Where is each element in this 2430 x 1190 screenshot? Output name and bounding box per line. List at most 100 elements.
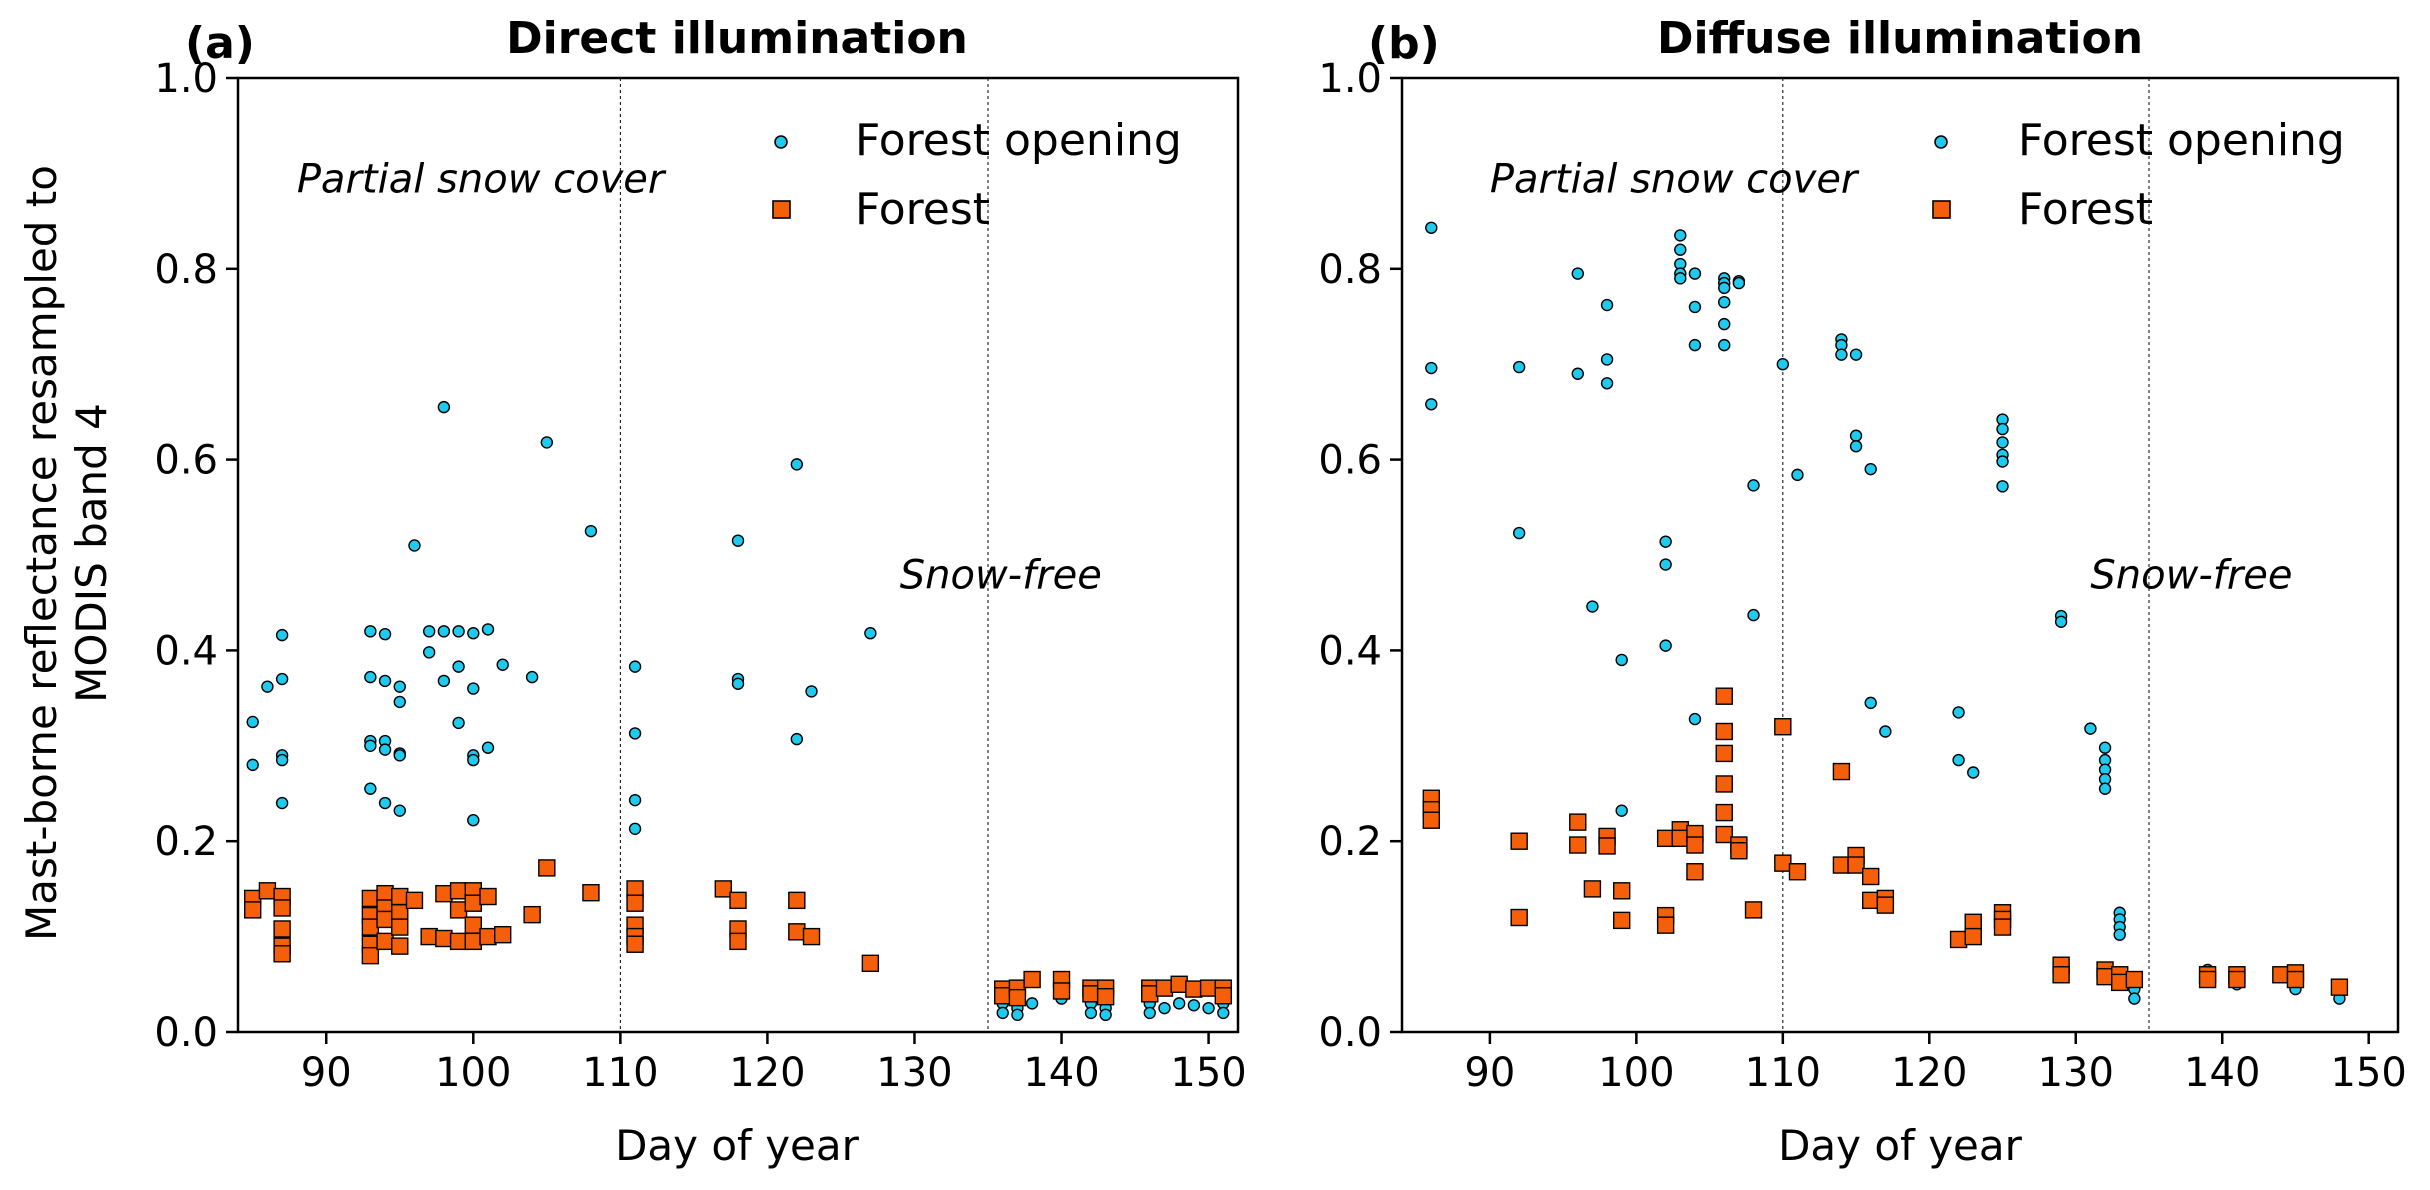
data-point	[628, 793, 642, 807]
plot-frame	[1400, 76, 2400, 1034]
data-point	[1025, 997, 1039, 1010]
data-point	[1864, 462, 1877, 476]
data-point	[376, 884, 394, 903]
chart-title: Diffuse illumination	[1657, 13, 2143, 64]
data-point	[788, 891, 806, 910]
data-point	[1744, 901, 1763, 919]
x-tick-label: 150	[2331, 1050, 2407, 1096]
data-point	[628, 660, 642, 673]
y-tick-label: 0.4	[1318, 628, 1382, 674]
data-point	[1099, 1008, 1112, 1022]
data-point	[731, 534, 745, 547]
data-point	[420, 927, 438, 946]
data-point	[1615, 653, 1628, 667]
data-point	[731, 677, 745, 690]
data-point	[1172, 997, 1186, 1010]
x-tick-label: 100	[1598, 1050, 1674, 1096]
data-point	[452, 625, 465, 638]
data-point	[467, 753, 480, 767]
data-point	[582, 884, 600, 902]
annotation-partial-snow-cover: Partial snow cover	[297, 156, 667, 202]
data-point	[1876, 896, 1895, 914]
data-point	[626, 935, 644, 953]
data-point	[378, 743, 392, 756]
data-point	[1569, 813, 1587, 831]
data-point	[2330, 978, 2349, 996]
data-point	[1158, 1001, 1171, 1015]
data-point	[1747, 608, 1760, 622]
data-point	[393, 749, 406, 762]
data-point	[805, 685, 818, 698]
x-tick-label: 90	[1464, 1050, 1515, 1096]
data-point	[464, 894, 482, 912]
data-point	[1199, 979, 1218, 997]
data-point	[788, 923, 806, 941]
x-tick-label: 110	[582, 1050, 658, 1096]
data-point	[1023, 970, 1041, 989]
data-point	[1512, 360, 1526, 374]
y-tick-label: 0.2	[154, 819, 218, 865]
legend-marker-forest-opening	[1934, 135, 1948, 149]
data-point	[378, 674, 392, 688]
data-point	[1571, 367, 1584, 380]
y-tick-label: 1.0	[154, 56, 218, 102]
data-point	[364, 739, 377, 752]
data-point	[246, 715, 259, 729]
data-point	[790, 732, 804, 746]
data-point	[626, 880, 644, 898]
data-point	[1214, 987, 1232, 1005]
data-point	[449, 901, 468, 919]
x-tick-label: 100	[435, 1050, 511, 1096]
data-point	[1674, 229, 1687, 242]
data-point	[1732, 276, 1746, 290]
data-point	[2096, 967, 2114, 986]
legend-marker-forest-opening	[774, 135, 788, 149]
data-point	[393, 680, 406, 693]
x-tick-label: 140	[1023, 1050, 1099, 1096]
annotation-snow-free: Snow-free	[2090, 552, 2292, 598]
data-point	[2111, 973, 2129, 992]
data-point	[1715, 687, 1733, 705]
data-point	[1993, 918, 2012, 936]
data-point	[437, 674, 451, 688]
data-point	[861, 954, 880, 973]
data-point	[481, 741, 495, 754]
data-point	[626, 894, 644, 912]
data-point	[1011, 1008, 1024, 1022]
data-point	[435, 929, 453, 948]
data-point	[1849, 429, 1863, 442]
data-point	[538, 859, 556, 877]
data-point	[1659, 535, 1672, 548]
data-point	[1422, 811, 1440, 829]
data-point	[2098, 782, 2112, 795]
data-point	[467, 682, 480, 695]
data-point	[1788, 863, 1807, 881]
data-point	[1964, 913, 1982, 931]
x-tick-label: 120	[729, 1050, 805, 1096]
data-point	[376, 932, 394, 951]
annotation-partial-snow-cover: Partial snow cover	[1490, 156, 1860, 202]
data-point	[1615, 804, 1628, 817]
data-point	[628, 727, 642, 740]
data-point	[2054, 615, 2068, 628]
data-point	[2286, 970, 2305, 989]
data-point	[1718, 338, 1731, 352]
data-point	[1715, 803, 1733, 822]
data-point	[729, 932, 747, 951]
data-point	[273, 945, 291, 963]
data-point	[1202, 1001, 1215, 1015]
data-point	[452, 716, 465, 730]
y-tick-label: 0.2	[1318, 819, 1382, 865]
data-point	[2084, 722, 2097, 735]
data-point	[408, 539, 421, 552]
data-point	[1715, 825, 1733, 844]
data-point	[1847, 856, 1865, 874]
data-point	[1008, 988, 1027, 1007]
data-point	[1569, 836, 1587, 854]
y-tick-label: 0.6	[154, 438, 218, 484]
y-tick-label: 0.8	[1318, 247, 1382, 293]
series-forest-opening	[1425, 221, 2346, 1005]
data-point	[1718, 281, 1731, 295]
y-tick-label: 0.0	[154, 1010, 218, 1056]
data-point	[273, 920, 291, 938]
